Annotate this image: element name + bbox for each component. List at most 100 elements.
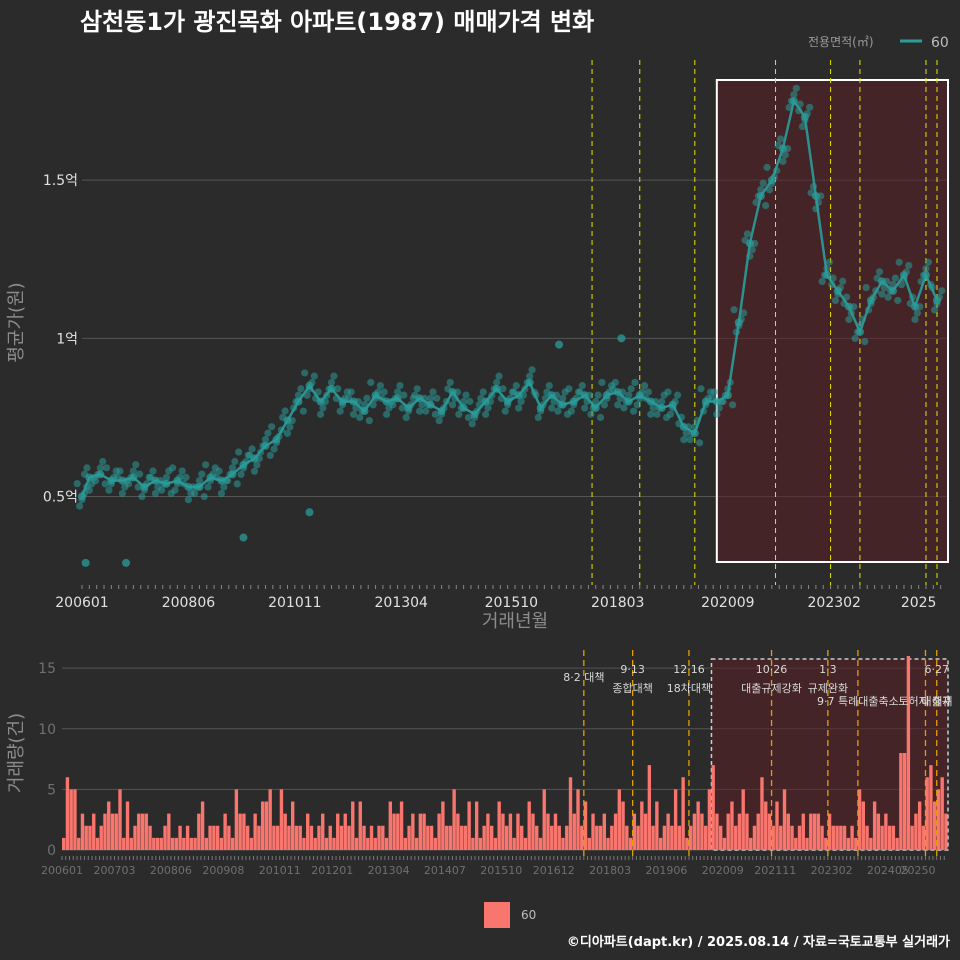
data-point (666, 410, 674, 418)
volume-bar (621, 801, 625, 850)
data-point (873, 274, 881, 282)
volume-bar (820, 825, 824, 850)
volume-bar (647, 765, 652, 850)
data-point (622, 397, 630, 406)
data-point (776, 135, 785, 143)
data-point (726, 378, 734, 387)
data-point (312, 394, 320, 402)
volume-bar (215, 825, 220, 850)
data-point (411, 391, 419, 399)
volume-bar (801, 813, 805, 850)
data-point (195, 476, 204, 485)
volume-bar (610, 825, 614, 850)
data-point (840, 299, 848, 308)
data-point (891, 274, 899, 282)
volume-bar (696, 801, 700, 850)
data-point (884, 293, 892, 301)
volume-bar (658, 837, 663, 850)
volume-bar (831, 825, 835, 850)
volume-bar (253, 813, 257, 850)
data-point (796, 100, 804, 108)
data-point (814, 198, 822, 206)
data-point (455, 410, 463, 418)
volume-bar (887, 825, 892, 850)
volume-bar (508, 813, 513, 850)
data-point (792, 84, 800, 92)
data-point (851, 334, 859, 342)
volume-bar (452, 789, 456, 850)
volume-bar (613, 813, 618, 850)
data-point (696, 439, 704, 447)
y-tick-label: 10 (38, 722, 56, 738)
data-point (673, 391, 682, 399)
policy-annotation: 종합대책 (612, 682, 652, 695)
data-point (314, 388, 322, 396)
data-point (609, 385, 617, 393)
data-point (933, 299, 941, 308)
data-point (242, 458, 250, 466)
data-point (466, 397, 474, 406)
volume-bar (456, 813, 460, 850)
volume-bar (242, 813, 246, 850)
data-point (534, 413, 542, 422)
data-point (732, 328, 741, 336)
volume-bar (568, 777, 573, 850)
volume-bar (88, 825, 92, 850)
data-point (367, 378, 375, 387)
data-point (803, 110, 811, 118)
data-point (504, 401, 512, 409)
data-point (400, 391, 408, 399)
volume-bar (328, 825, 332, 850)
volume-bar (125, 801, 130, 850)
data-point (268, 423, 276, 431)
data-point (781, 151, 789, 159)
data-point (785, 103, 793, 112)
volume-bar (553, 813, 558, 850)
data-point (433, 394, 441, 402)
volume-bar (110, 813, 115, 850)
data-point (930, 306, 939, 314)
volume-bar (805, 837, 809, 850)
volume-bar (587, 837, 591, 850)
volume-bar (850, 825, 854, 850)
data-point (570, 401, 578, 409)
data-point (886, 287, 895, 295)
data-point (180, 480, 188, 488)
volume-bar (602, 813, 606, 850)
data-point (545, 382, 553, 390)
data-point (151, 489, 159, 498)
volume-bar (565, 825, 569, 850)
data-point (823, 265, 831, 273)
data-point (790, 91, 798, 99)
data-point (365, 417, 373, 425)
volume-bar (688, 825, 693, 850)
volume-bar (294, 825, 299, 850)
data-point (748, 246, 756, 254)
data-point (895, 258, 903, 266)
data-point (73, 480, 81, 488)
data-point (305, 385, 314, 393)
volume-bar (114, 813, 118, 850)
data-point (281, 407, 289, 415)
data-point (431, 410, 440, 418)
volume-bar (662, 825, 667, 850)
volume-bar (309, 825, 314, 850)
volume-bar (65, 777, 70, 850)
data-point (828, 281, 836, 289)
volume-bar (595, 825, 599, 850)
data-point (391, 394, 399, 403)
data-point (178, 467, 186, 475)
data-point (105, 486, 113, 494)
data-point (464, 413, 473, 422)
volume-bar (857, 789, 862, 850)
data-point (378, 394, 386, 402)
data-point (257, 448, 265, 456)
data-point (325, 385, 333, 393)
data-point (784, 144, 792, 153)
data-point (594, 391, 602, 399)
data-point (523, 378, 531, 387)
data-point (861, 337, 869, 346)
volume-bar (298, 825, 302, 850)
data-point (875, 268, 884, 276)
data-point (468, 420, 476, 428)
